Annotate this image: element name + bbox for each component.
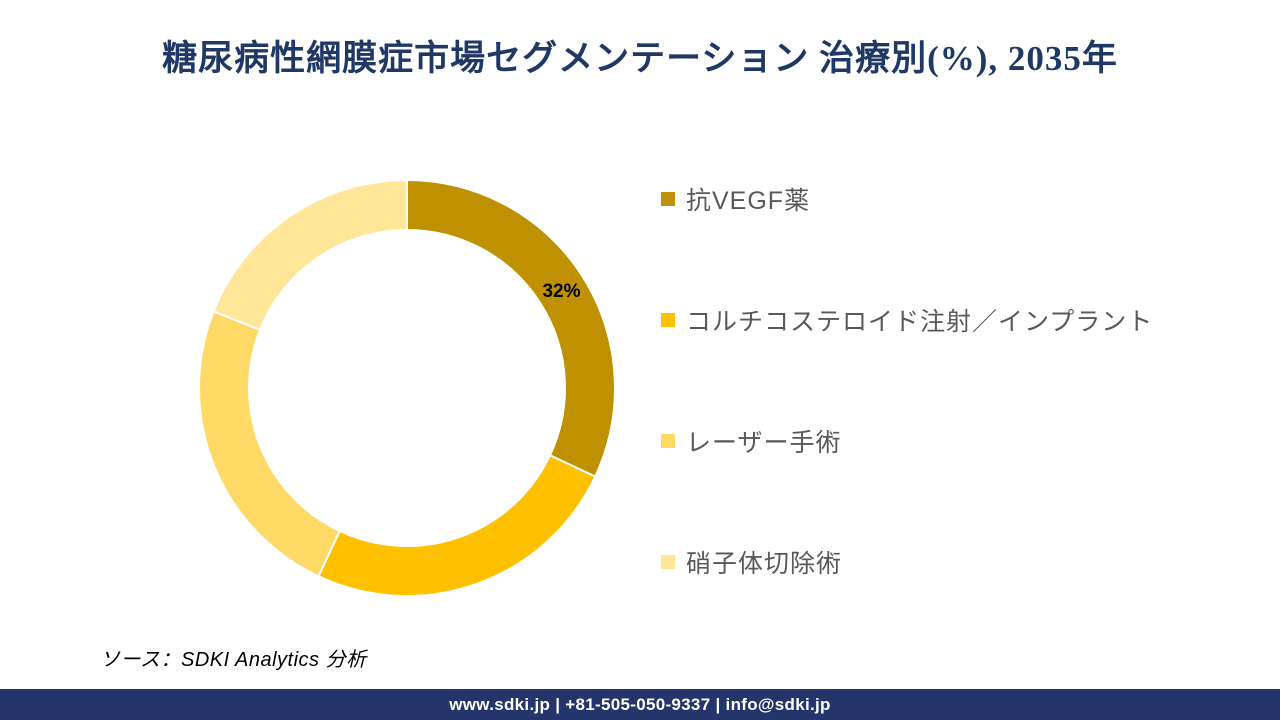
legend-item-1: コルチコステロイド注射／インプラント: [661, 305, 1221, 336]
legend-label: 抗VEGF薬: [686, 187, 811, 215]
page-title: 糖尿病性網膜症市場セグメンテーション 治療別(%), 2035年: [162, 39, 1118, 78]
legend-item-0: 抗VEGF薬: [661, 184, 1221, 215]
source-text: ソース：SDKI Analytics 分析: [100, 649, 367, 671]
legend-swatch-icon: [661, 555, 675, 569]
donut-segment-2: [198, 310, 342, 578]
donut-segment-label-0: 32%: [542, 281, 580, 302]
source-note: ソース：SDKI Analytics 分析: [100, 643, 367, 672]
legend-swatch-icon: [661, 434, 675, 448]
donut-segment-0: [406, 178, 616, 478]
footer-contact-text: www.sdki.jp | +81-505-050-9337 | info@sd…: [449, 694, 831, 714]
legend-label: 硝子体切除術: [686, 550, 843, 578]
legend-label: コルチコステロイド注射／インプラント: [686, 308, 1154, 336]
legend-swatch-icon: [661, 192, 675, 206]
legend-label: レーザー手術: [686, 429, 842, 457]
donut-segment-1: [317, 453, 597, 597]
donut-segment-3: [212, 178, 408, 332]
footer-bar: www.sdki.jp | +81-505-050-9337 | info@sd…: [0, 689, 1280, 720]
legend-swatch-icon: [661, 313, 675, 327]
legend-item-2: レーザー手術: [661, 426, 1221, 457]
donut-chart: 32%: [197, 178, 617, 598]
chart-legend: 抗VEGF薬コルチコステロイド注射／インプラント レーザー手術 硝子体切除術: [661, 184, 1221, 578]
donut-chart-svg: 32%: [198, 178, 616, 597]
legend-item-3: 硝子体切除術: [661, 547, 1221, 578]
